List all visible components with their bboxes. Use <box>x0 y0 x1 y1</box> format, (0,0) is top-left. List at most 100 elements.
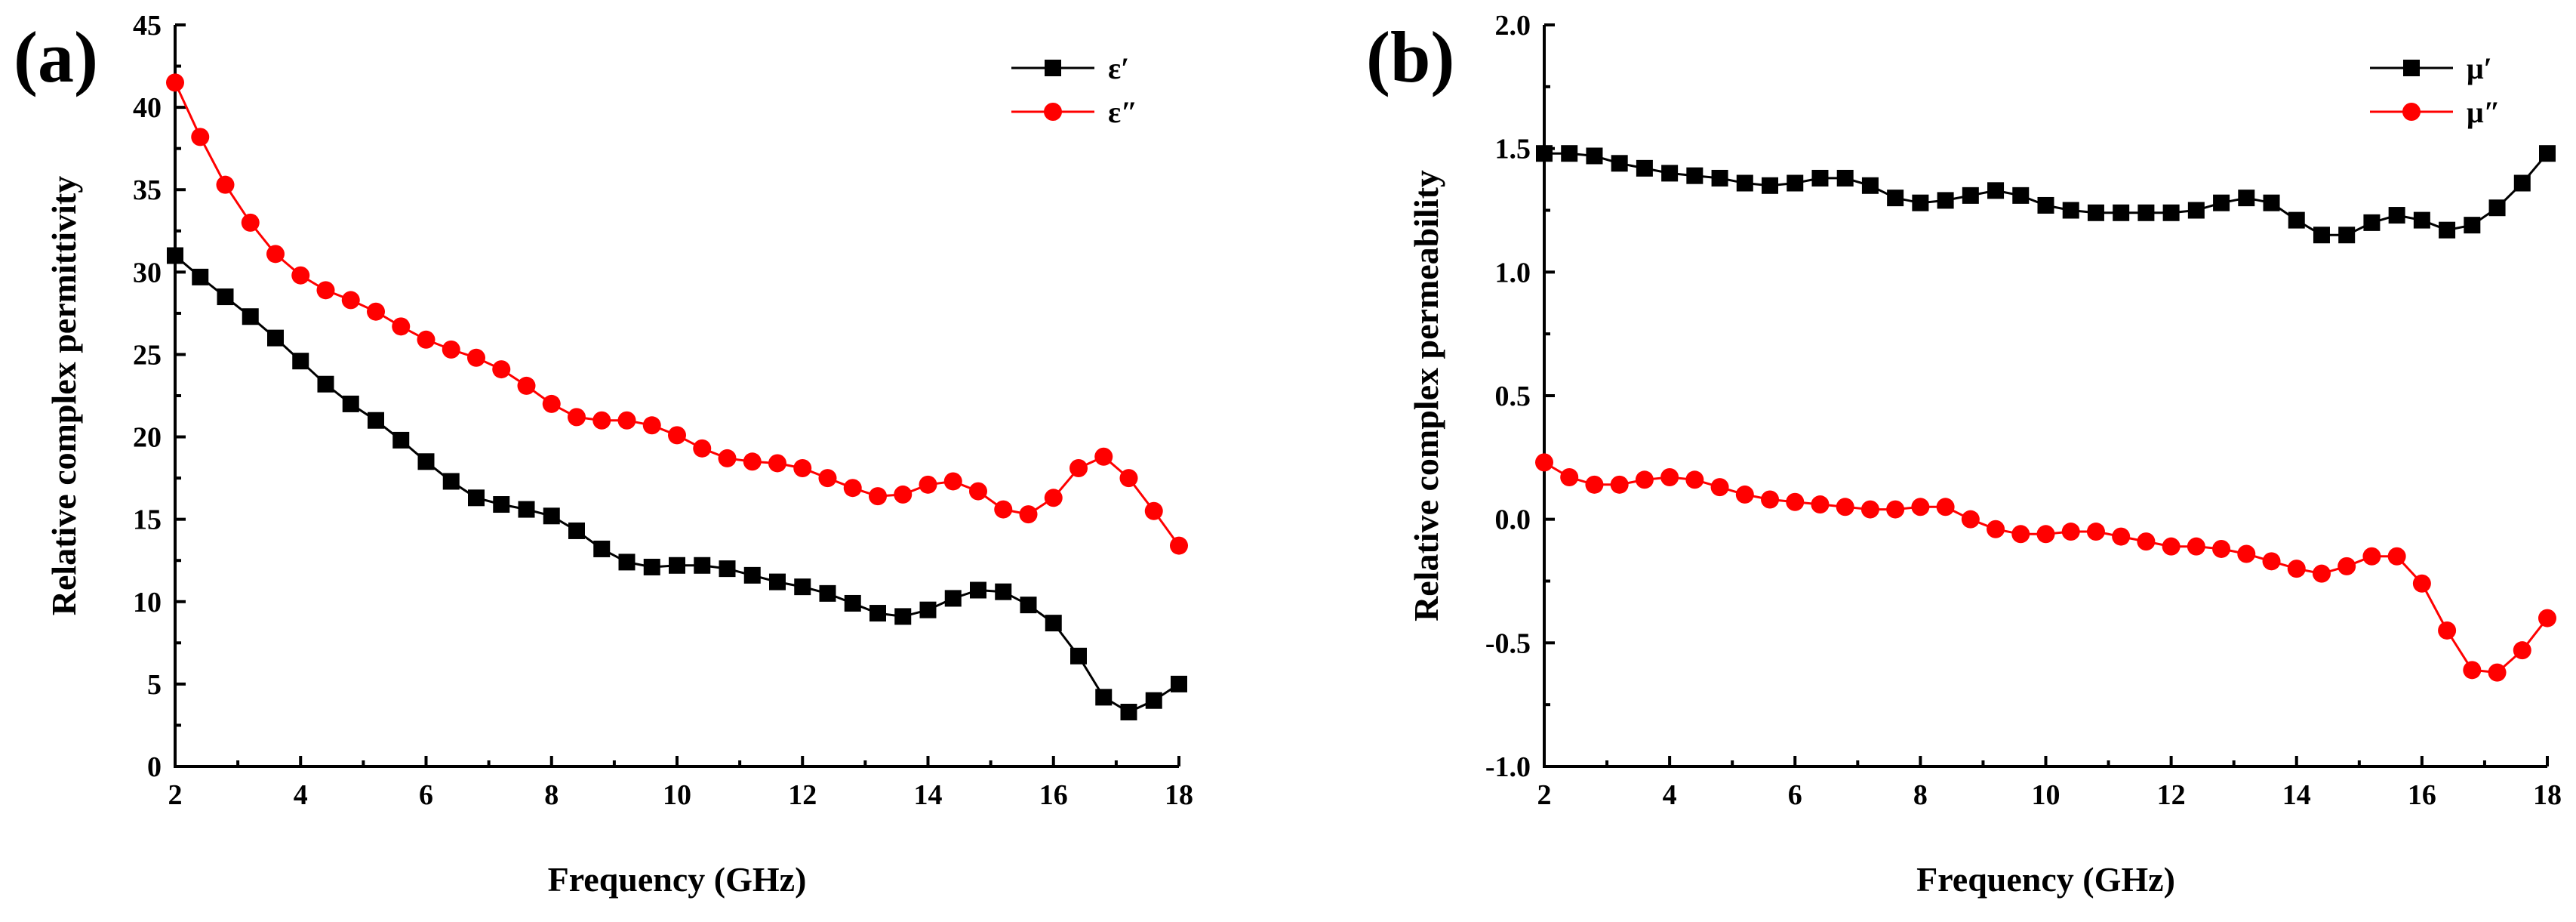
panel-a-data-point <box>743 566 761 584</box>
panel-b-data-point <box>1811 169 1829 187</box>
panel-b-data-point <box>2037 196 2054 214</box>
panel-b-data-point <box>1786 492 1805 511</box>
panel-b-data-point <box>1611 155 1628 172</box>
panel-b-data-point <box>2213 194 2230 211</box>
panel-b-data-point <box>2363 214 2381 231</box>
panel-a-data-point <box>768 454 786 473</box>
panel-a-data-point <box>769 573 786 591</box>
panel-a-data-point <box>166 73 184 92</box>
panel-b-data-point <box>2086 523 2105 541</box>
panel-b-data-point <box>1661 165 1679 182</box>
panel-b-data-point <box>2413 211 2430 229</box>
panel-a-data-point <box>342 395 359 412</box>
panel-b-data-point <box>2313 227 2330 244</box>
panel-b-data-point <box>2464 217 2481 234</box>
panel-b-legend-entry: μ′ <box>2370 51 2492 85</box>
panel-a-y-tick-label: 5 <box>147 669 162 701</box>
panel-a-data-point <box>869 605 886 622</box>
panel-b-data-point <box>1685 470 1704 489</box>
panel-a-data-point <box>267 329 284 347</box>
panel-a-data-point <box>216 175 235 194</box>
panel-a-data-point <box>618 554 636 571</box>
panel-a-data-point <box>241 213 260 232</box>
panel-a-y-tick-label: 15 <box>133 504 162 536</box>
panel-a-data-point <box>593 540 611 557</box>
panel-b-data-point <box>2513 641 2531 660</box>
panel-b-data-point <box>2287 560 2306 578</box>
panel-b-data-point <box>1936 498 1955 517</box>
panel-b-data-point <box>1762 177 1779 194</box>
panel-a-data-point <box>292 353 309 370</box>
panel-b-x-tick-label: 4 <box>1663 779 1677 811</box>
panel-a-data-point <box>417 453 435 470</box>
panel-b-data-point <box>1811 495 1830 514</box>
panel-a-data-point <box>669 557 685 574</box>
panel-b-data-point <box>2061 523 2080 541</box>
panel-a-data-point <box>818 469 837 488</box>
panel-a-data-point <box>1019 505 1038 524</box>
panel-b-data-point <box>1861 177 1879 194</box>
panel-a-data-point <box>392 431 410 449</box>
panel-a-x-tick-label: 16 <box>1039 779 1068 811</box>
panel-a-data-point <box>643 558 660 575</box>
panel-a-data-point <box>1170 536 1188 555</box>
panel-b-data-point <box>2237 544 2256 563</box>
panel-a-data-point <box>392 317 411 336</box>
panel-b-data-point <box>2488 199 2506 217</box>
panel-b-data-point <box>2087 204 2104 221</box>
panel-a-data-point <box>718 449 737 467</box>
panel-b-data-point <box>2036 525 2055 544</box>
panel-a-data-point <box>417 330 435 349</box>
panel-a-data-point <box>191 128 210 146</box>
panel-a-data-point <box>1044 489 1063 507</box>
panel-b-data-point <box>2338 227 2356 244</box>
panel-a-data-point <box>694 557 711 574</box>
panel-b-data-point <box>2137 532 2156 551</box>
panel-b-x-tick-label: 6 <box>1788 779 1802 811</box>
panel-a-y-tick-label: 0 <box>147 751 162 783</box>
panel-a-data-point <box>693 439 712 458</box>
panel-a-data-point <box>668 426 686 445</box>
panel-a-x-tick-label: 12 <box>788 779 817 811</box>
panel-b-legend-entry: μ″ <box>2370 95 2501 129</box>
panel-b-data-point <box>2113 204 2130 221</box>
panel-b-data-point <box>1787 174 1804 192</box>
panel-a-data-point <box>843 479 862 498</box>
panel-b-data-point <box>1711 169 1728 187</box>
panel-a-series-1 <box>167 247 1187 720</box>
panel-a-legend-marker <box>1044 103 1062 121</box>
panel-a-data-point <box>1095 689 1113 706</box>
panel-b-data-point <box>2387 547 2406 566</box>
panel-b-panel-label: (b) <box>1366 17 1454 97</box>
panel-b-data-point <box>1536 145 1553 162</box>
panel-b-data-point <box>2062 202 2079 219</box>
panel-b-data-point <box>1987 520 2005 538</box>
panel-b-data-point <box>2238 190 2255 207</box>
panel-b-y-tick-label: -0.5 <box>1485 628 1531 659</box>
panel-a-data-point <box>568 522 585 539</box>
panel-b-data-point <box>2011 525 2030 544</box>
panel-b-data-point <box>1860 500 1879 519</box>
panel-a-data-point <box>969 482 987 501</box>
panel-b-data-point <box>2539 145 2556 162</box>
panel-a-data-point <box>1144 501 1163 520</box>
panel-b-data-point <box>2337 557 2356 575</box>
panel-b-data-point <box>1660 468 1679 487</box>
panel-b-x-tick-label: 16 <box>2408 779 2436 811</box>
panel-b-legend-label: μ′ <box>2467 51 2492 85</box>
panel-a-data-point <box>316 281 335 300</box>
panel-b-data-point <box>2488 663 2507 682</box>
panel-a-y-tick-label: 25 <box>133 339 162 371</box>
panel-b-data-point <box>2312 564 2331 583</box>
panel-a-data-point <box>894 608 912 625</box>
panel-a-x-axis-label: Frequency (GHz) <box>548 860 807 899</box>
panel-a-data-point <box>793 459 812 478</box>
panel-b-data-point <box>1635 470 1654 489</box>
panel-a-legend-label: ε″ <box>1108 95 1137 129</box>
panel-a-data-point <box>944 590 962 607</box>
panel-b-data-point <box>1610 475 1629 494</box>
panel-b-y-tick-label: 2.0 <box>1495 10 1531 42</box>
panel-a-legend-entry: ε″ <box>1011 95 1137 129</box>
panel-a-data-point <box>291 266 310 285</box>
panel-b-legend-marker <box>2402 103 2421 121</box>
